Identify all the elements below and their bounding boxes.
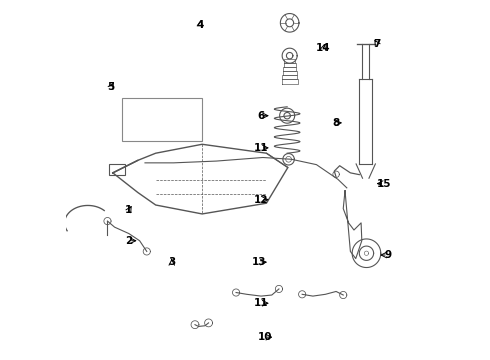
Text: 11: 11 bbox=[254, 143, 269, 153]
Text: 15: 15 bbox=[377, 179, 392, 189]
Text: 13: 13 bbox=[252, 257, 267, 267]
Text: 4: 4 bbox=[196, 19, 204, 30]
Text: 14: 14 bbox=[316, 43, 331, 53]
Text: 2: 2 bbox=[125, 236, 132, 246]
Text: 7: 7 bbox=[373, 39, 381, 49]
Text: 5: 5 bbox=[107, 82, 115, 92]
Text: 10: 10 bbox=[257, 332, 272, 342]
Text: 6: 6 bbox=[257, 111, 265, 121]
Text: 9: 9 bbox=[384, 250, 392, 260]
Text: 8: 8 bbox=[333, 118, 340, 128]
Text: 11: 11 bbox=[254, 298, 269, 308]
Bar bbox=[109, 164, 125, 175]
Text: 1: 1 bbox=[125, 205, 132, 215]
Text: 12: 12 bbox=[254, 195, 269, 204]
Text: 3: 3 bbox=[168, 257, 175, 267]
Bar bbox=[122, 98, 202, 141]
